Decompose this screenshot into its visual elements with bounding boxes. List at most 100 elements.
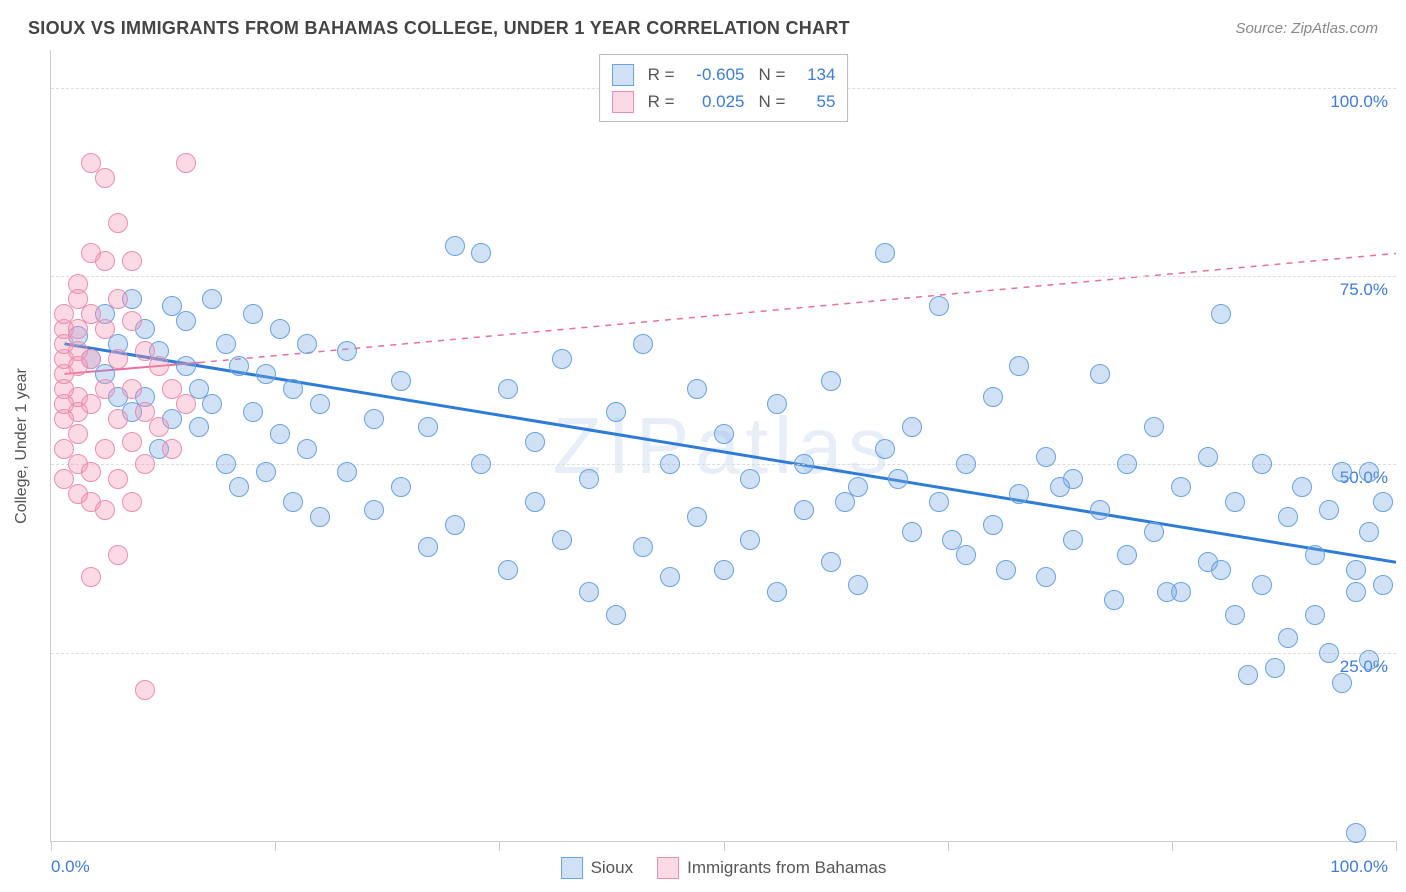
data-point (875, 439, 895, 459)
data-point (1117, 454, 1137, 474)
data-point (1359, 462, 1379, 482)
data-point (552, 349, 572, 369)
plot-region: ZIPatlas R =-0.605N =134R =0.025N =55 0.… (50, 50, 1396, 842)
data-point (229, 356, 249, 376)
legend-item: Immigrants from Bahamas (657, 857, 886, 879)
data-point (202, 289, 222, 309)
legend-swatch (657, 857, 679, 879)
data-point (1198, 447, 1218, 467)
r-label: R = (648, 88, 675, 115)
data-point (95, 439, 115, 459)
source-credit: Source: ZipAtlas.com (1235, 20, 1378, 37)
data-point (445, 515, 465, 535)
data-point (1211, 304, 1231, 324)
data-point (714, 424, 734, 444)
data-point (391, 477, 411, 497)
data-point (256, 462, 276, 482)
watermark: ZIPatlas (553, 400, 894, 492)
data-point (135, 680, 155, 700)
x-axis-max-label: 100.0% (1330, 857, 1388, 877)
header: SIOUX VS IMMIGRANTS FROM BAHAMAS COLLEGE… (0, 0, 1406, 39)
x-tick (948, 841, 949, 851)
data-point (229, 477, 249, 497)
data-point (122, 311, 142, 331)
data-point (1292, 477, 1312, 497)
x-tick (499, 841, 500, 851)
data-point (95, 379, 115, 399)
correlation-legend: R =-0.605N =134R =0.025N =55 (599, 54, 849, 122)
data-point (498, 560, 518, 580)
data-point (983, 387, 1003, 407)
data-point (176, 311, 196, 331)
data-point (68, 424, 88, 444)
data-point (1009, 484, 1029, 504)
data-point (835, 492, 855, 512)
y-axis-label: College, Under 1 year (13, 368, 31, 524)
data-point (176, 356, 196, 376)
data-point (418, 417, 438, 437)
data-point (1144, 417, 1164, 437)
data-point (1359, 650, 1379, 670)
data-point (283, 492, 303, 512)
r-value: -0.605 (685, 61, 745, 88)
data-point (337, 462, 357, 482)
data-point (714, 560, 734, 580)
data-point (525, 492, 545, 512)
data-point (1278, 507, 1298, 527)
data-point (1305, 605, 1325, 625)
data-point (498, 379, 518, 399)
data-point (821, 371, 841, 391)
data-point (1171, 477, 1191, 497)
chart-area: College, Under 1 year ZIPatlas R =-0.605… (50, 50, 1396, 842)
data-point (1278, 628, 1298, 648)
data-point (95, 500, 115, 520)
data-point (122, 379, 142, 399)
data-point (1346, 560, 1366, 580)
chart-title: SIOUX VS IMMIGRANTS FROM BAHAMAS COLLEGE… (28, 18, 850, 39)
legend-label: Immigrants from Bahamas (687, 858, 886, 878)
r-value: 0.025 (685, 88, 745, 115)
data-point (606, 605, 626, 625)
legend-row: R =0.025N =55 (612, 88, 836, 115)
data-point (122, 251, 142, 271)
data-point (1319, 500, 1339, 520)
data-point (445, 236, 465, 256)
data-point (81, 567, 101, 587)
data-point (1117, 545, 1137, 565)
data-point (81, 349, 101, 369)
data-point (606, 402, 626, 422)
data-point (297, 334, 317, 354)
data-point (1050, 477, 1070, 497)
data-point (1332, 673, 1352, 693)
x-tick (51, 841, 52, 851)
data-point (1009, 356, 1029, 376)
data-point (1346, 582, 1366, 602)
x-tick (724, 841, 725, 851)
gridline (51, 464, 1396, 465)
data-point (1359, 522, 1379, 542)
r-label: R = (648, 61, 675, 88)
data-point (95, 168, 115, 188)
data-point (108, 545, 128, 565)
data-point (176, 153, 196, 173)
data-point (418, 537, 438, 557)
data-point (660, 454, 680, 474)
data-point (1225, 605, 1245, 625)
data-point (579, 582, 599, 602)
data-point (337, 341, 357, 361)
data-point (1144, 522, 1164, 542)
data-point (95, 319, 115, 339)
data-point (875, 243, 895, 263)
data-point (942, 530, 962, 550)
data-point (633, 537, 653, 557)
data-point (1157, 582, 1177, 602)
x-tick (1396, 841, 1397, 851)
n-value: 55 (795, 88, 835, 115)
data-point (216, 334, 236, 354)
data-point (821, 552, 841, 572)
y-tick-label: 75.0% (1340, 280, 1388, 300)
data-point (1063, 530, 1083, 550)
data-point (1238, 665, 1258, 685)
data-point (579, 469, 599, 489)
data-point (95, 251, 115, 271)
